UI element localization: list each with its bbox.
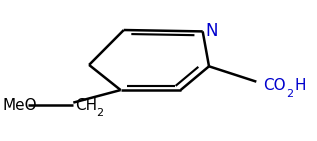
Text: 2: 2 [96,108,103,118]
Text: N: N [205,22,218,40]
Text: H: H [294,78,306,93]
Text: MeO: MeO [2,98,37,113]
Text: CO: CO [263,78,285,93]
Text: 2: 2 [286,89,294,99]
Text: CH: CH [75,98,97,113]
